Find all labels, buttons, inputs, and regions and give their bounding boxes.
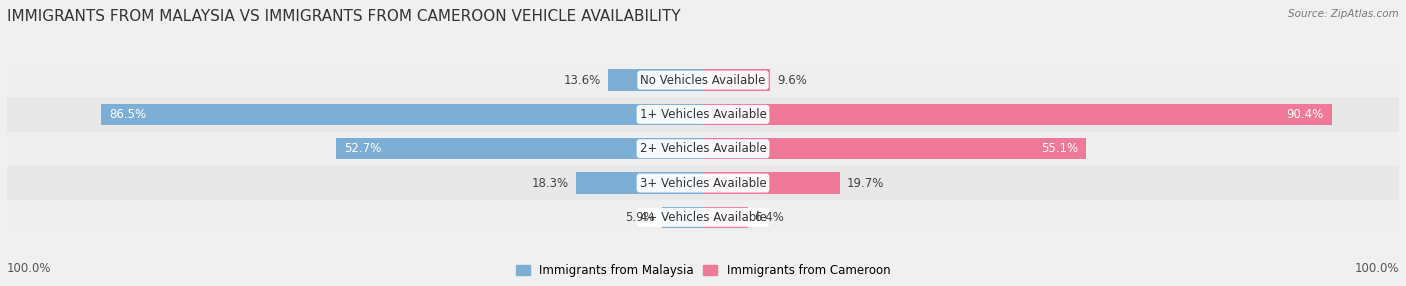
Bar: [662, 207, 703, 228]
Text: 6.4%: 6.4%: [755, 211, 785, 224]
Text: 55.1%: 55.1%: [1040, 142, 1078, 155]
Bar: [703, 138, 1087, 159]
Text: No Vehicles Available: No Vehicles Available: [640, 74, 766, 87]
Text: 1+ Vehicles Available: 1+ Vehicles Available: [640, 108, 766, 121]
Bar: [7, 97, 1399, 132]
Bar: [7, 63, 1399, 97]
Text: 52.7%: 52.7%: [344, 142, 382, 155]
Bar: [703, 172, 841, 194]
Text: 86.5%: 86.5%: [110, 108, 146, 121]
Text: 19.7%: 19.7%: [846, 176, 884, 190]
Legend: Immigrants from Malaysia, Immigrants from Cameroon: Immigrants from Malaysia, Immigrants fro…: [516, 264, 890, 277]
Text: 3+ Vehicles Available: 3+ Vehicles Available: [640, 176, 766, 190]
Text: 100.0%: 100.0%: [7, 262, 52, 275]
Bar: [7, 132, 1399, 166]
Bar: [7, 166, 1399, 200]
Text: 13.6%: 13.6%: [564, 74, 602, 87]
Text: Source: ZipAtlas.com: Source: ZipAtlas.com: [1288, 9, 1399, 19]
Text: 2+ Vehicles Available: 2+ Vehicles Available: [640, 142, 766, 155]
Text: IMMIGRANTS FROM MALAYSIA VS IMMIGRANTS FROM CAMEROON VEHICLE AVAILABILITY: IMMIGRANTS FROM MALAYSIA VS IMMIGRANTS F…: [7, 9, 681, 23]
Bar: [703, 207, 748, 228]
Bar: [703, 104, 1331, 125]
Bar: [336, 138, 703, 159]
Bar: [101, 104, 703, 125]
Text: 100.0%: 100.0%: [1354, 262, 1399, 275]
Bar: [609, 69, 703, 91]
Bar: [7, 200, 1399, 235]
Bar: [575, 172, 703, 194]
Text: 90.4%: 90.4%: [1286, 108, 1324, 121]
Text: 4+ Vehicles Available: 4+ Vehicles Available: [640, 211, 766, 224]
Text: 9.6%: 9.6%: [776, 74, 807, 87]
Text: 18.3%: 18.3%: [531, 176, 568, 190]
Text: 5.9%: 5.9%: [626, 211, 655, 224]
Bar: [703, 69, 770, 91]
